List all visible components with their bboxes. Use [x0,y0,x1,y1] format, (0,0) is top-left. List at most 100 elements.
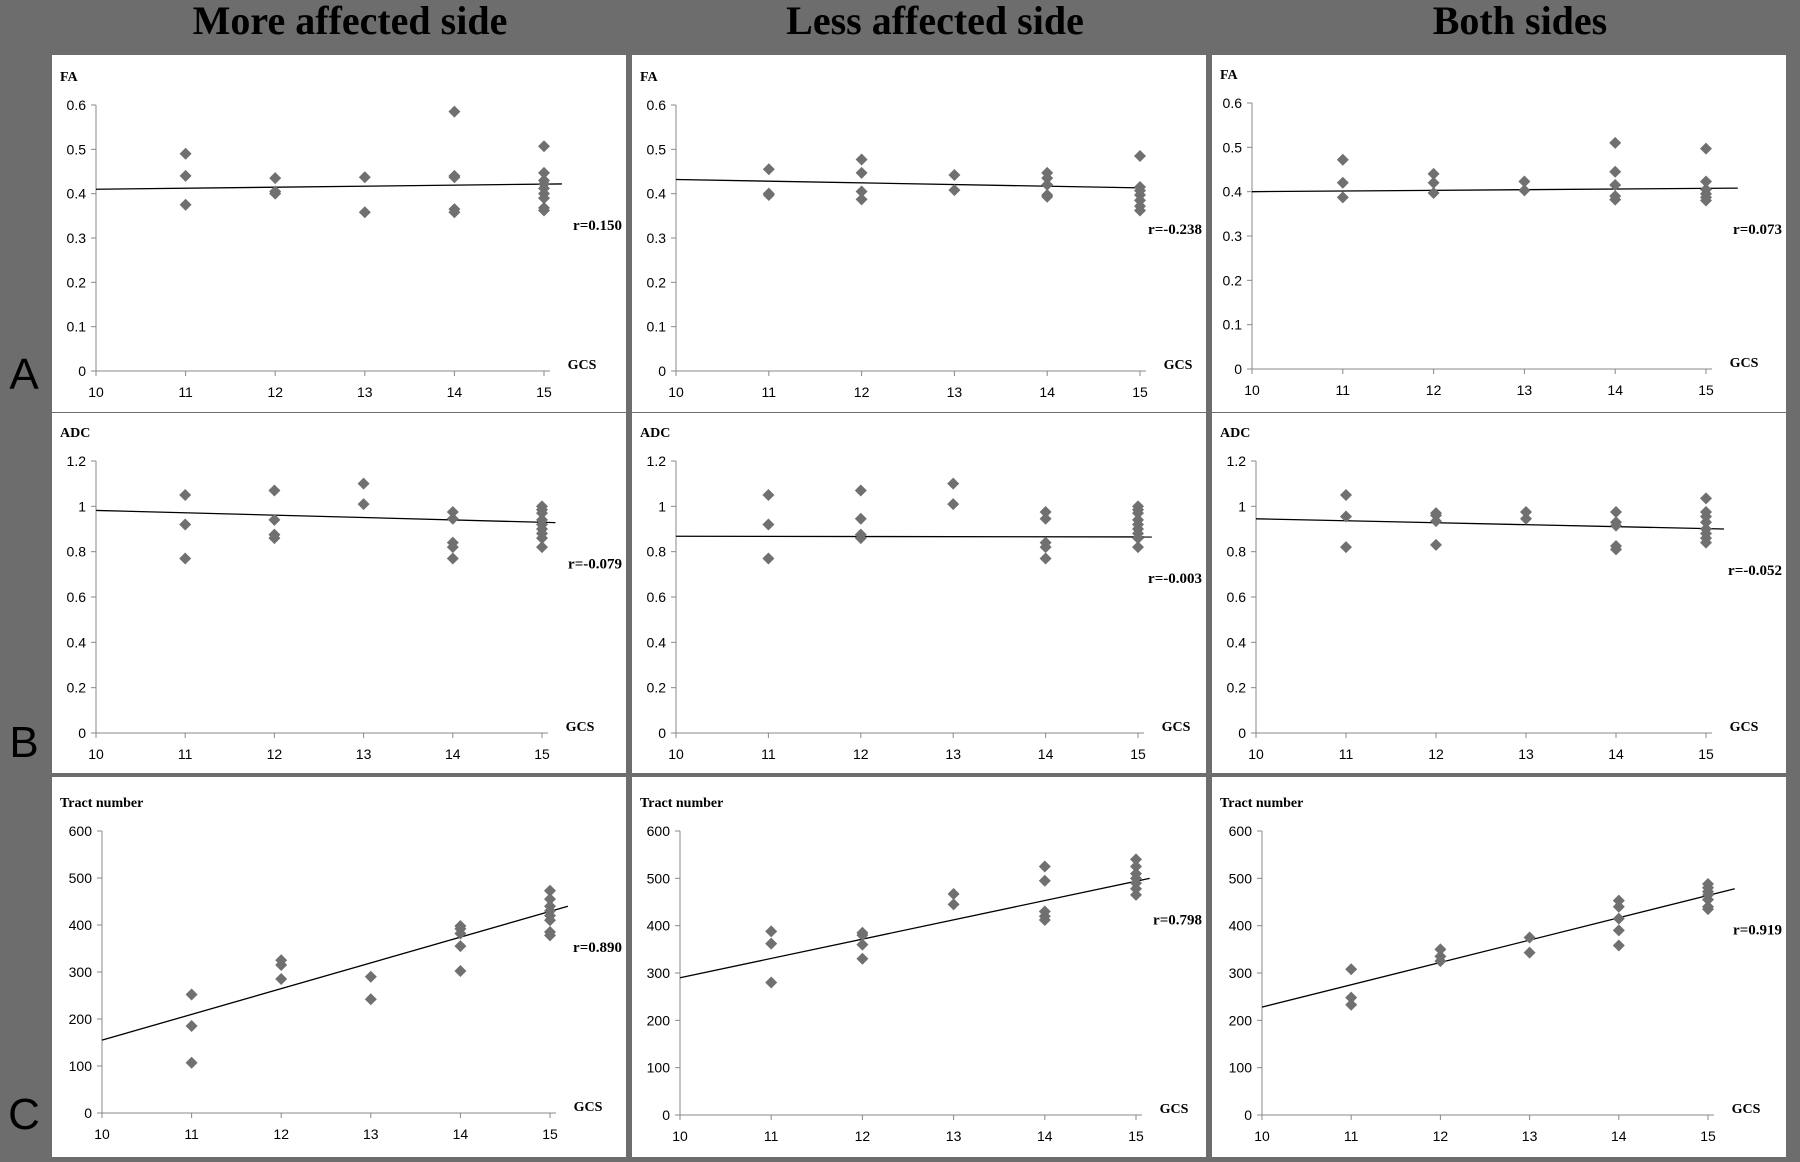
y-tick-label: 0.8 [1227,544,1247,560]
data-point [1130,882,1142,895]
x-tick-label: 12 [854,384,870,400]
scatter-panel-5: 0 0.2 0.4 0.6 0.8 1 1.2 10 11 12 13 14 15 ADC GCS r=-0.… [632,413,1206,773]
data-point [1612,939,1625,952]
y-tick-label: 0.6 [67,589,87,605]
y-tick-label: 600 [647,823,671,839]
data-point [948,184,961,197]
x-tick-label: 14 [1607,382,1623,398]
scatter-panel-1: 0 0.1 0.2 0.3 0.4 0.5 0.6 10 11 12 13 14 15 FA GCS r=0.… [52,55,626,412]
data-point [1041,172,1054,185]
data-point [947,477,960,490]
scatter-panel-9: 0 100 200 300 400 500 600 10 11 12 13 14 15 Tract num… [1212,777,1786,1157]
y-tick-label: 0.6 [67,97,87,113]
data-point [538,192,550,205]
y-tick-label: 0.5 [67,141,87,157]
y-tick-label: 600 [69,823,93,839]
trendline [679,877,1150,979]
scatter-chart-1: 0 0.1 0.2 0.3 0.4 0.5 0.6 10 11 12 13 14 15 FA GCS r=0.… [60,70,622,400]
data-point [544,929,556,942]
y-tick-label: 0.3 [647,230,667,246]
x-tick-label: 13 [356,746,372,762]
data-point [855,153,868,166]
x-tick-label: 14 [1038,746,1054,762]
y-tick-label: 0 [658,725,666,741]
column-title-less-affected: Less affected side [786,0,1084,43]
data-point [448,105,461,118]
y-tick-label: 0.2 [67,680,87,696]
y-tick-label: 0.3 [1223,228,1243,244]
y-tick-label: 1.2 [67,453,87,469]
scatter-panel-4: 0 0.2 0.4 0.6 0.8 1 1.2 10 11 12 13 14 15 ADC GCS r=-0.… [52,413,626,773]
scatter-panel-8: 0 100 200 300 400 500 600 10 11 12 13 14 15 Tract num… [632,777,1206,1157]
y-tick-label: 0.4 [1227,634,1247,650]
data-point [1336,191,1349,204]
data-point [1610,506,1622,518]
data-point [536,541,548,554]
data-point [762,489,775,501]
data-point [1610,519,1622,532]
data-point [855,193,868,206]
x-tick-label: 11 [761,746,776,762]
data-point [762,552,775,565]
data-point [446,552,459,565]
data-point [762,518,775,531]
data-point [1134,204,1146,217]
data-point [1427,186,1440,199]
column-title-both-sides: Both sides [1432,0,1608,43]
data-point [185,988,198,1001]
x-axis-title: GCS [1164,358,1193,373]
data-point [947,887,960,900]
x-tick-label: 11 [1344,1128,1359,1144]
x-tick-label: 12 [853,746,869,762]
data-point [185,1056,198,1069]
correlation-label: r=-0.003 [1148,571,1202,587]
y-tick-label: 0 [1234,361,1242,377]
y-tick-label: 0.2 [1223,272,1243,288]
data-point [454,940,467,953]
y-tick-label: 0.4 [1223,184,1243,200]
data-point [1520,512,1532,525]
x-tick-label: 10 [672,1128,688,1144]
y-tick-label: 1 [658,498,666,514]
x-tick-label: 11 [178,746,193,762]
data-point [765,937,778,950]
correlation-label: r=0.890 [573,940,622,956]
scatter-panel-3: 0 0.1 0.2 0.3 0.4 0.5 0.6 10 11 12 13 14 15 FA GCS r=0.… [1212,55,1786,412]
x-axis-title: GCS [1730,356,1759,371]
x-tick-label: 10 [1248,746,1264,762]
scatter-chart-9: 0 100 200 300 400 500 600 10 11 12 13 14 15 Tract num… [1220,796,1782,1144]
data-point [538,204,550,217]
x-tick-label: 15 [542,1126,558,1142]
data-point [538,140,550,153]
x-tick-label: 12 [855,1128,871,1144]
y-tick-label: 0.1 [1223,317,1243,333]
x-tick-label: 11 [1336,382,1351,398]
y-tick-label: 0 [78,725,86,741]
data-point [544,914,556,927]
data-point [1518,184,1531,197]
x-tick-label: 14 [447,384,463,400]
x-axis-title: GCS [574,1100,603,1115]
trendline [1251,187,1738,193]
x-tick-label: 14 [1037,1128,1053,1144]
data-point [1612,894,1625,907]
data-point [856,929,869,942]
trendline [95,509,556,524]
data-point [536,507,548,520]
data-point [1434,943,1447,956]
x-tick-label: 11 [764,1128,779,1144]
data-point [357,477,370,490]
data-point [448,206,461,219]
x-tick-label: 11 [184,1126,199,1142]
y-tick-label: 100 [647,1060,671,1076]
y-tick-label: 0.6 [647,97,667,113]
data-point [454,927,467,940]
trendline [101,905,569,1041]
data-point [1700,194,1712,207]
y-tick-label: 0 [1244,1107,1252,1123]
y-tick-label: 100 [1229,1060,1253,1076]
data-point [1130,888,1142,901]
scatter-chart-7: 0 100 200 300 400 500 600 10 11 12 13 14 15 Tract num… [60,796,622,1142]
data-point [1609,136,1622,149]
y-tick-label: 400 [69,917,93,933]
